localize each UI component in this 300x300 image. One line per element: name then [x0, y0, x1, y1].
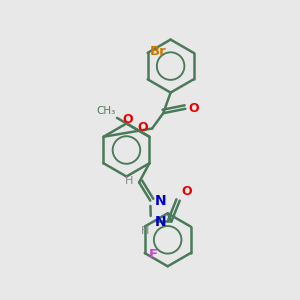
Text: H: H	[125, 176, 133, 186]
Text: H: H	[141, 226, 150, 236]
Text: O: O	[122, 113, 133, 126]
Text: O: O	[137, 121, 148, 134]
Text: O: O	[181, 185, 191, 198]
Text: Br: Br	[150, 45, 167, 58]
Text: CH₃: CH₃	[96, 106, 116, 116]
Text: N: N	[155, 215, 166, 229]
Text: F: F	[149, 248, 158, 261]
Text: N: N	[154, 194, 166, 208]
Text: O: O	[189, 102, 200, 115]
